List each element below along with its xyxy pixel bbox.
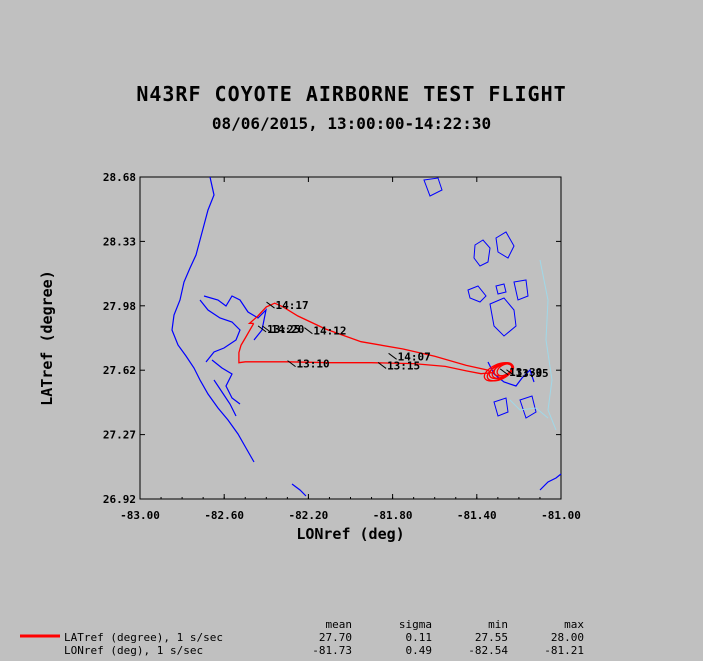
time-label: 14:20 xyxy=(271,323,304,336)
lake xyxy=(489,297,517,337)
lake xyxy=(473,239,491,267)
y-tick-label: 27.27 xyxy=(103,429,136,442)
stats-header: mean xyxy=(326,618,353,631)
x-tick-label: -81.00 xyxy=(541,509,581,522)
time-label: 14:07 xyxy=(398,350,431,363)
lake xyxy=(495,231,515,259)
stats-value: -81.73 xyxy=(312,644,352,657)
lake xyxy=(423,177,443,197)
axes: -83.00 -82.60 -82.20 -81.80 -81.40 -81.00 26.9… xyxy=(103,171,581,522)
x-tick-label: -81.40 xyxy=(457,509,497,522)
chart-title: N43RF COYOTE AIRBORNE TEST FLIGHT xyxy=(136,82,567,106)
coastline xyxy=(211,359,241,405)
coastline xyxy=(199,299,241,363)
stats-value: -82.54 xyxy=(468,644,508,657)
x-tick-label: -81.80 xyxy=(373,509,413,522)
time-label: 13:35 xyxy=(515,367,548,380)
stats-legend: mean sigma min max LATref (degree), 1 s/sec 2… xyxy=(20,618,584,657)
stats-header: min xyxy=(488,618,508,631)
time-marker xyxy=(266,301,275,309)
time-marker xyxy=(388,352,397,360)
y-tick-label: 26.92 xyxy=(103,493,136,506)
time-label: 13:10 xyxy=(297,358,330,371)
river xyxy=(509,399,549,419)
time-marker xyxy=(377,362,387,369)
river xyxy=(539,259,557,431)
stats-value: 27.70 xyxy=(319,631,352,644)
x-axis-label: LONref (deg) xyxy=(296,525,404,543)
time-marker xyxy=(261,325,271,333)
stats-value: -81.21 xyxy=(544,644,584,657)
lake xyxy=(467,285,487,303)
time-label: 14:17 xyxy=(276,299,309,312)
coastline xyxy=(291,483,307,497)
stats-row-label: LATref (degree), 1 s/sec xyxy=(64,631,223,644)
y-tick-label: 27.98 xyxy=(103,300,136,313)
lake xyxy=(493,397,509,417)
stats-value: 27.55 xyxy=(475,631,508,644)
y-tick-label: 27.62 xyxy=(103,364,136,377)
coastline xyxy=(213,379,237,417)
coastline xyxy=(171,176,255,463)
time-label: 14:12 xyxy=(313,325,346,338)
time-label: 13:30 xyxy=(509,366,542,379)
stats-value: 28.00 xyxy=(551,631,584,644)
lake xyxy=(513,279,529,301)
y-tick-label: 28.33 xyxy=(103,235,136,248)
stats-header: max xyxy=(564,618,584,631)
stats-row-label: LONref (deg), 1 s/sec xyxy=(64,644,203,657)
x-tick-label: -82.60 xyxy=(204,509,244,522)
time-label: 13:25 xyxy=(267,323,300,336)
stats-header: sigma xyxy=(399,618,432,631)
coastline xyxy=(539,473,562,491)
time-marker xyxy=(304,327,313,335)
track-layer xyxy=(238,302,515,382)
time-label: 13:15 xyxy=(387,359,420,372)
lake xyxy=(519,395,537,419)
x-tick-label: -83.00 xyxy=(120,509,160,522)
stats-value: 0.11 xyxy=(406,631,433,644)
y-axis-label: LATref (degree) xyxy=(38,270,56,405)
time-marker xyxy=(287,360,296,368)
stats-value: 0.49 xyxy=(406,644,433,657)
chart-subtitle: 08/06/2015, 13:00:00-14:22:30 xyxy=(211,114,492,133)
track-line xyxy=(238,302,494,375)
map-layer xyxy=(171,176,562,497)
time-marker xyxy=(506,369,515,377)
x-tick-label: -82.20 xyxy=(289,509,329,522)
y-tick-label: 28.68 xyxy=(103,171,136,184)
time-marker xyxy=(257,325,267,333)
time-marker xyxy=(499,368,509,376)
lake xyxy=(495,283,507,295)
coastline xyxy=(203,295,267,341)
